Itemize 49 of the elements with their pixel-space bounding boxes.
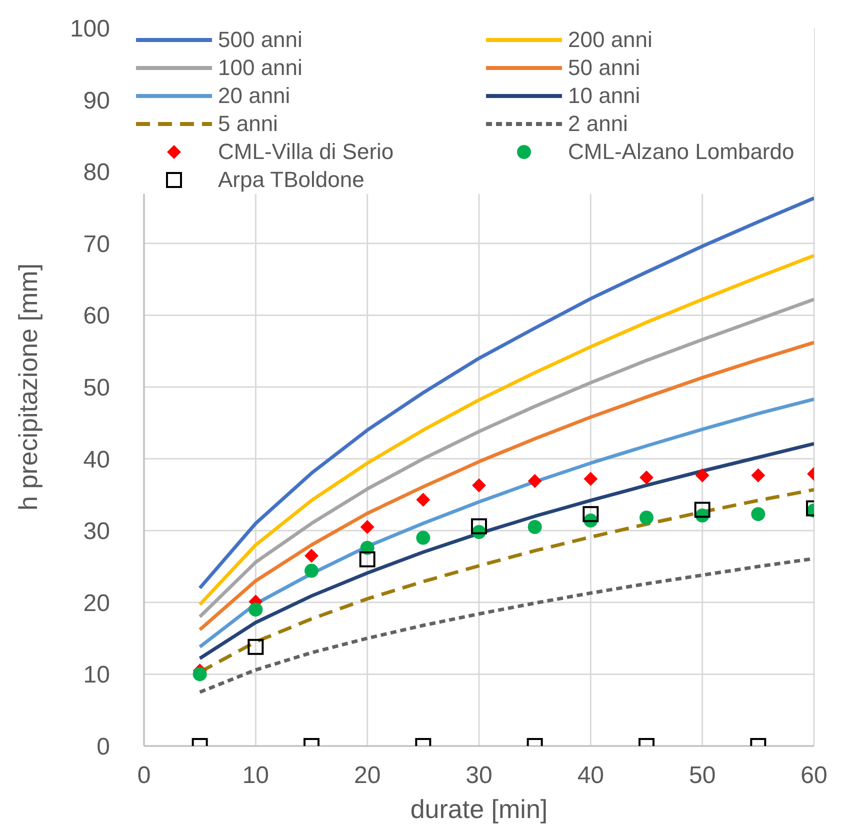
x-tick-label: 50 — [688, 762, 716, 790]
line-series — [198, 397, 814, 649]
y-tick-label: 80 — [83, 159, 110, 186]
x-axis-title: durate [min] — [410, 794, 548, 824]
y-tick-label: 70 — [83, 230, 110, 258]
line-series — [198, 556, 814, 694]
legend-entry: CML-Alzano Lombardo — [484, 138, 814, 166]
legend-entry: 5 anni — [134, 110, 484, 138]
x-tick-label: 10 — [242, 762, 270, 790]
legend-label: 100 anni — [218, 54, 302, 82]
legend-entry: 2 anni — [484, 110, 814, 138]
line-series — [198, 298, 814, 619]
legend-entry: 200 anni — [484, 26, 814, 54]
legend-entry: Arpa TBoldone — [134, 166, 484, 194]
y-tick-label: 90 — [83, 87, 110, 114]
legend-label: 20 anni — [218, 82, 290, 110]
y-tick-label: 20 — [83, 590, 110, 617]
y-axis-title: h precipitazione [mm] — [13, 263, 44, 511]
legend-entry: 500 anni — [134, 26, 484, 54]
legend-label: 50 anni — [568, 54, 640, 82]
y-tick-label: 50 — [83, 374, 110, 402]
legend-label: 500 anni — [218, 26, 302, 54]
x-tick-label: 40 — [577, 762, 604, 790]
y-tick-label: 10 — [83, 662, 110, 689]
legend-entry: 10 anni — [484, 82, 814, 110]
line-series — [198, 196, 814, 590]
legend-label: CML-Alzano Lombardo — [568, 138, 794, 166]
x-tick-label: 60 — [800, 762, 828, 790]
line-series — [198, 340, 814, 632]
legend-label: 5 anni — [218, 110, 278, 138]
line-series — [198, 442, 814, 660]
y-tick-label: 30 — [83, 518, 110, 546]
y-tick-label: 60 — [83, 302, 110, 330]
x-tick-label: 20 — [354, 762, 381, 790]
legend-entry: 20 anni — [134, 82, 484, 110]
legend-entry: 100 anni — [134, 54, 484, 82]
legend-label: CML-Villa di Serio — [218, 138, 394, 166]
legend-entry: CML-Villa di Serio — [134, 138, 484, 166]
x-tick-label: 0 — [137, 762, 151, 790]
y-tick-label: 40 — [83, 446, 110, 474]
legend-entry: 50 anni — [484, 54, 814, 82]
x-tick-label: 30 — [466, 762, 492, 790]
y-tick-label: 100 — [70, 16, 110, 43]
legend-label: 2 anni — [568, 110, 628, 138]
legend-label: 200 anni — [568, 26, 652, 54]
line-series — [198, 254, 814, 606]
legend-label: 10 anni — [568, 82, 640, 110]
y-tick-label: 0 — [96, 734, 110, 761]
legend-label: Arpa TBoldone — [218, 166, 364, 194]
